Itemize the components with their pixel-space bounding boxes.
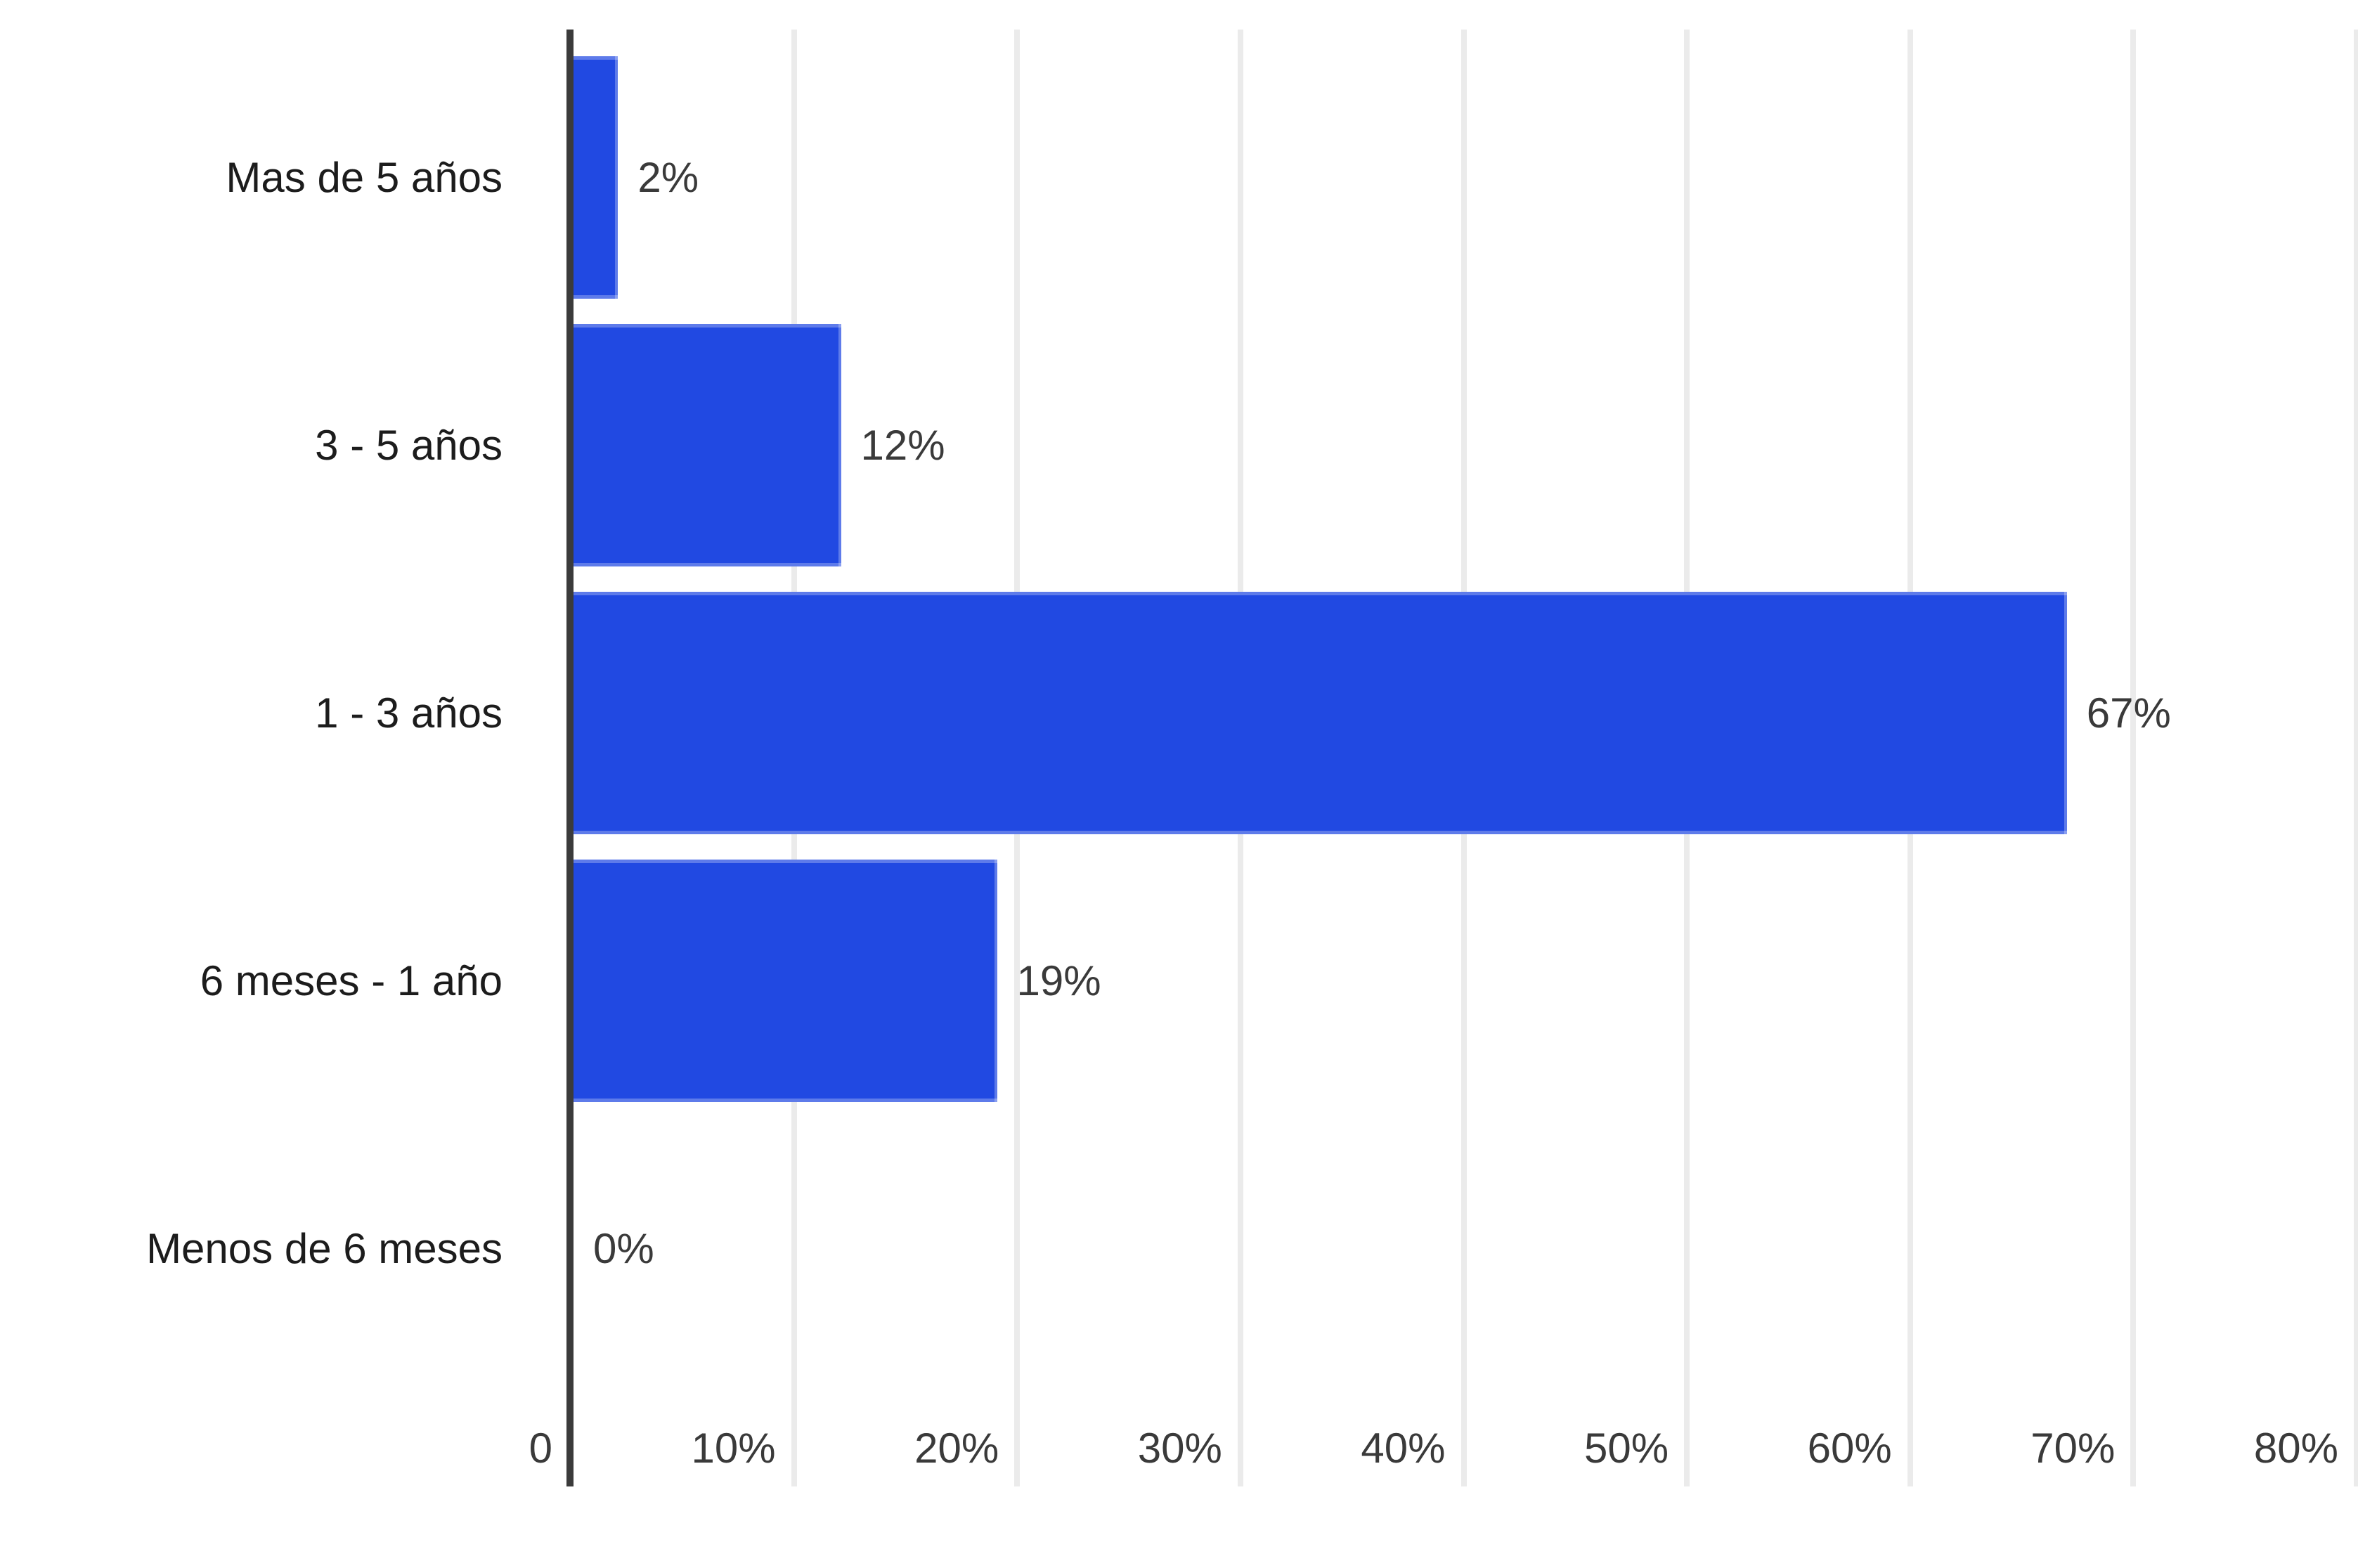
category-label: Mas de 5 años: [226, 154, 503, 201]
x-tick-label: 30%: [1137, 1425, 1222, 1472]
x-gridline: [2354, 30, 2358, 1486]
category-label: 6 meses - 1 año: [200, 957, 503, 1004]
category-label: Menos de 6 meses: [146, 1225, 503, 1272]
category-label: 3 - 5 años: [315, 422, 503, 469]
x-gridline: [2130, 30, 2137, 1486]
value-label: 12%: [860, 422, 945, 469]
value-label: 67%: [2086, 689, 2171, 737]
x-tick-label: 60%: [1807, 1425, 1892, 1472]
x-tick-label: 50%: [1584, 1425, 1669, 1472]
bar: [574, 860, 997, 1102]
y-axis-line: [566, 30, 574, 1486]
bar: [574, 56, 618, 299]
x-tick-label: 10%: [691, 1425, 776, 1472]
x-tick-label: 20%: [914, 1425, 999, 1472]
bar: [574, 592, 2067, 834]
category-label: 1 - 3 años: [315, 689, 503, 737]
value-label: 19%: [1016, 957, 1101, 1004]
x-tick-label: 40%: [1361, 1425, 1446, 1472]
bar: [574, 324, 841, 566]
x-tick-label: 0: [529, 1425, 552, 1472]
value-label: 0%: [593, 1225, 654, 1272]
x-tick-label: 70%: [2030, 1425, 2116, 1472]
value-label: 2%: [637, 154, 699, 201]
x-tick-label: 80%: [2253, 1425, 2338, 1472]
